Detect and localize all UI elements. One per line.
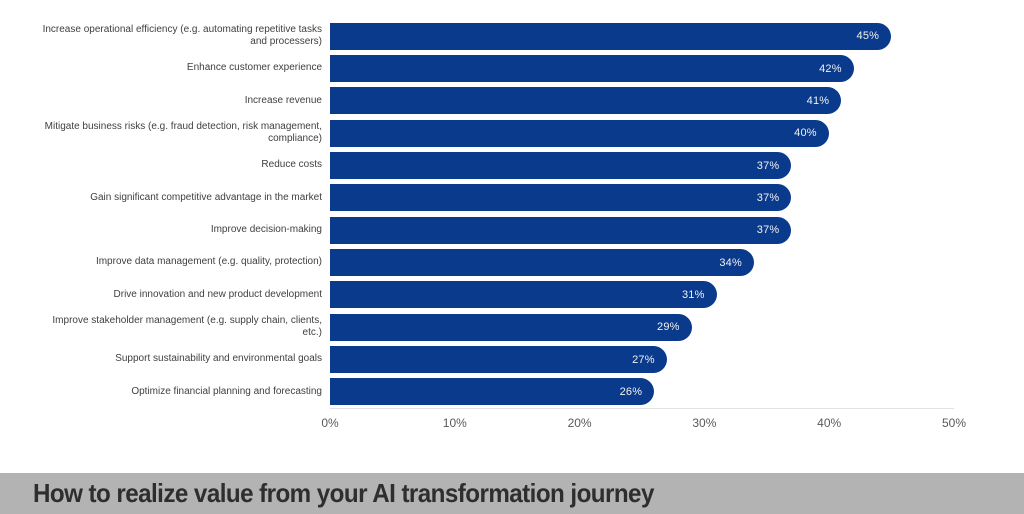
bar-row: Enhance customer experience 42% <box>0 52 1024 84</box>
bar-track: 37% <box>330 152 1024 180</box>
bar-row: Reduce costs 37% <box>0 149 1024 181</box>
bar-row: Improve data management (e.g. quality, p… <box>0 246 1024 278</box>
bar: 29% <box>330 313 692 341</box>
bar-value-label: 27% <box>632 353 655 366</box>
bar-track: 37% <box>330 184 1024 212</box>
bar-track: 27% <box>330 346 1024 374</box>
bar-row: Optimize financial planning and forecast… <box>0 376 1024 408</box>
category-label: Gain significant competitive advantage i… <box>90 191 322 203</box>
bar-track: 41% <box>330 87 1024 115</box>
x-axis-tick-label: 50% <box>941 416 967 430</box>
x-axis-tick-label: 0% <box>321 416 339 430</box>
bar-value-label: 45% <box>856 30 880 43</box>
x-axis-tick-label: 40% <box>817 416 842 430</box>
bar: 45% <box>330 22 892 50</box>
bar: 37% <box>330 216 792 244</box>
bar: 40% <box>330 119 829 147</box>
bar-row: Improve stakeholder management (e.g. sup… <box>0 311 1024 343</box>
category-label: Increase revenue <box>244 94 322 106</box>
bar-track: 45% <box>330 22 1024 50</box>
bar-row: Mitigate business risks (e.g. fraud dete… <box>0 117 1024 149</box>
bar-row: Improve decision-making 37% <box>0 214 1024 246</box>
plot-area: Increase operational efficiency (e.g. au… <box>0 20 1024 408</box>
bar: 37% <box>330 152 792 180</box>
bar: 34% <box>330 249 754 277</box>
bar-value-label: 37% <box>756 191 780 204</box>
bar-track: 29% <box>330 313 1024 341</box>
chart-title-bar: How to realize value from your AI transf… <box>0 473 1024 514</box>
bar-value-label: 40% <box>794 127 817 140</box>
bar-value-label: 34% <box>719 256 742 269</box>
bar-value-label: 42% <box>819 62 842 75</box>
bar-value-label: 26% <box>619 385 643 398</box>
category-label: Reduce costs <box>261 159 322 171</box>
bar-row: Increase operational efficiency (e.g. au… <box>0 20 1024 52</box>
category-label: Improve stakeholder management (e.g. sup… <box>52 314 322 339</box>
category-label: Increase operational efficiency (e.g. au… <box>42 23 322 48</box>
bar-value-label: 31% <box>681 288 705 301</box>
x-axis-tick-label: 20% <box>567 416 592 430</box>
bar: 42% <box>330 55 854 83</box>
bar-row: Gain significant competitive advantage i… <box>0 182 1024 214</box>
bar-row: Drive innovation and new product develop… <box>0 279 1024 311</box>
bar: 26% <box>330 378 655 406</box>
category-label: Mitigate business risks (e.g. fraud dete… <box>44 120 322 145</box>
bar: 27% <box>330 346 667 374</box>
category-label: Drive innovation and new product develop… <box>113 288 322 300</box>
x-axis-tick-label: 10% <box>442 416 467 430</box>
bar-row: Support sustainability and environmental… <box>0 343 1024 375</box>
bar-value-label: 37% <box>756 224 780 237</box>
chart-title: How to realize value from your AI transf… <box>33 478 654 508</box>
x-axis: 0% 10% 20% 30% 40% 50% <box>321 408 966 439</box>
bar: 37% <box>330 184 792 212</box>
category-label: Improve decision-making <box>210 223 322 235</box>
category-label: Optimize financial planning and forecast… <box>131 385 322 397</box>
bar-track: 26% <box>330 378 1024 406</box>
bar-value-label: 41% <box>806 94 830 107</box>
bar-value-label: 37% <box>756 159 780 172</box>
bar-track: 34% <box>330 249 1024 277</box>
bar-track: 40% <box>330 119 1024 147</box>
category-label: Improve data management (e.g. quality, p… <box>95 256 322 268</box>
bar-row: Increase revenue 41% <box>0 85 1024 117</box>
category-label: Enhance customer experience <box>186 62 322 74</box>
bar-track: 37% <box>330 216 1024 244</box>
x-axis-tick-label: 30% <box>692 416 717 430</box>
bar-track: 31% <box>330 281 1024 309</box>
bar: 31% <box>330 281 717 309</box>
category-label: Support sustainability and environmental… <box>115 353 322 365</box>
bar-value-label: 29% <box>657 321 680 334</box>
bar-track: 42% <box>330 55 1024 83</box>
bar: 41% <box>330 87 842 115</box>
